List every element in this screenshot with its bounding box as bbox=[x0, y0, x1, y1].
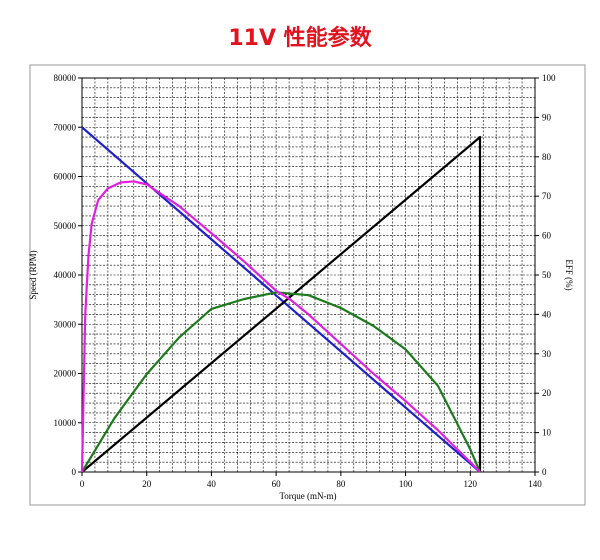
y-tick-label: 10000 bbox=[54, 418, 77, 428]
x-axis-label: Torque (mN-m) bbox=[279, 491, 336, 501]
y2-tick-label: 50 bbox=[542, 270, 552, 280]
y-tick-label: 30000 bbox=[54, 319, 77, 329]
y2-tick-label: 100 bbox=[542, 73, 556, 83]
y2-axis-label: EFF (%) bbox=[564, 259, 574, 290]
y-axis-label: Speed (RPM) bbox=[28, 250, 38, 299]
x-tick-label: 80 bbox=[336, 479, 346, 489]
series-line bbox=[81, 291, 482, 473]
y2-tick-label: 70 bbox=[542, 191, 552, 201]
series-line bbox=[81, 126, 481, 473]
chart-frame bbox=[29, 64, 586, 506]
x-tick-label: 140 bbox=[528, 479, 542, 489]
y-tick-label: 40000 bbox=[54, 270, 77, 280]
x-tick-label: 0 bbox=[80, 479, 85, 489]
x-tick-label: 120 bbox=[464, 479, 478, 489]
series-line bbox=[80, 180, 481, 473]
series-line bbox=[81, 136, 482, 473]
y-tick-label: 0 bbox=[72, 467, 77, 477]
y2-tick-label: 90 bbox=[542, 112, 552, 122]
x-tick-label: 60 bbox=[272, 479, 282, 489]
y2-tick-label: 10 bbox=[542, 428, 552, 438]
x-tick-label: 20 bbox=[142, 479, 152, 489]
y-tick-label: 20000 bbox=[54, 369, 77, 379]
y2-tick-label: 80 bbox=[542, 152, 552, 162]
y2-tick-label: 0 bbox=[542, 467, 547, 477]
y2-tick-label: 30 bbox=[542, 349, 552, 359]
y-tick-label: 80000 bbox=[54, 73, 77, 83]
y-tick-label: 50000 bbox=[54, 221, 77, 231]
y2-tick-label: 40 bbox=[542, 309, 552, 319]
y-tick-label: 70000 bbox=[54, 122, 77, 132]
x-tick-label: 40 bbox=[207, 479, 217, 489]
chart-title: 11V 性能参数 bbox=[228, 25, 372, 51]
y2-tick-label: 60 bbox=[542, 231, 552, 241]
y2-tick-label: 20 bbox=[542, 388, 552, 398]
x-tick-label: 100 bbox=[399, 479, 413, 489]
y-tick-label: 60000 bbox=[54, 172, 77, 182]
